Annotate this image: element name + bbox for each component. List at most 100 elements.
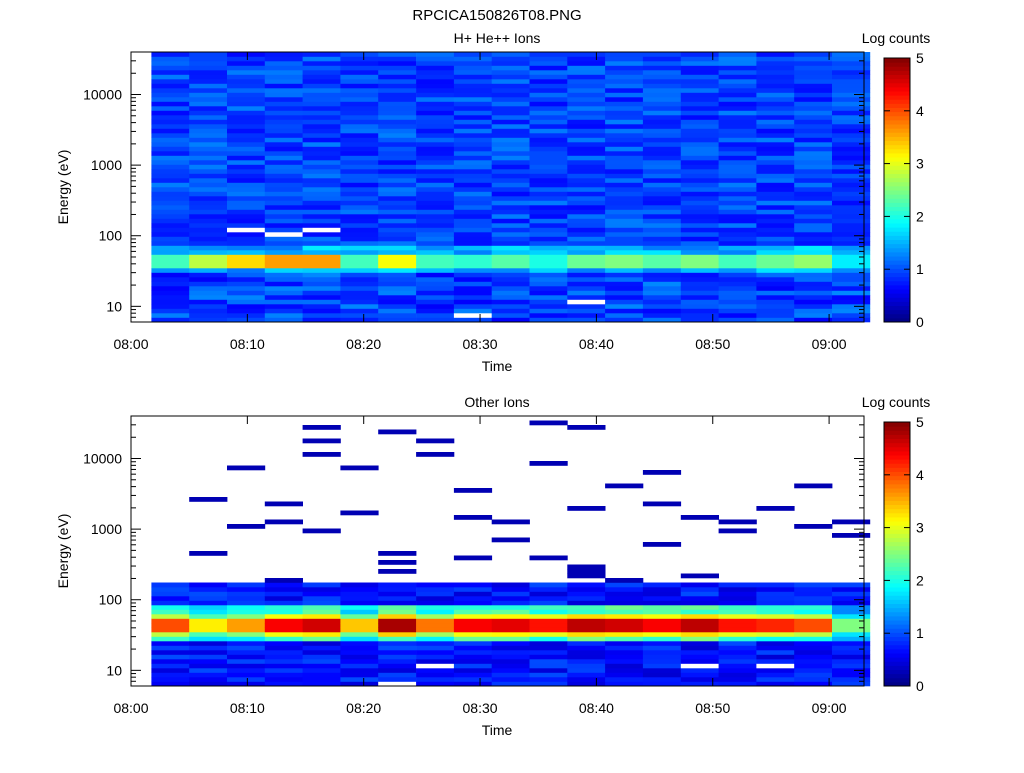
heatmap-cell — [151, 65, 190, 71]
heatmap-cell — [567, 623, 606, 628]
heatmap-cell — [302, 672, 341, 678]
heatmap-cell — [567, 164, 606, 170]
heatmap-cell — [416, 668, 455, 673]
heatmap-cell — [794, 88, 833, 93]
heatmap-cell — [378, 281, 417, 287]
heatmap-cell — [756, 668, 795, 673]
heatmap-cell — [227, 65, 266, 71]
heatmap-cell — [718, 263, 757, 269]
heatmap-cell — [756, 65, 795, 71]
heatmap-cell — [340, 236, 379, 242]
heatmap-cell — [302, 119, 341, 125]
heatmap-cell — [189, 214, 228, 219]
heatmap-cell — [794, 52, 833, 57]
heatmap-cell — [567, 191, 606, 197]
heatmap-cell — [529, 218, 568, 224]
heatmap-cell — [605, 632, 644, 637]
heatmap-cell — [378, 605, 417, 610]
figure-title: RPCICA150826T08.PNG — [412, 7, 581, 24]
heatmap-cell — [680, 286, 719, 291]
heatmap-cell — [529, 245, 568, 251]
heatmap-cell — [718, 151, 757, 156]
heatmap-cell — [718, 218, 757, 224]
heatmap-cell — [680, 609, 719, 615]
heatmap-cell — [529, 268, 568, 273]
heatmap-cell — [680, 299, 719, 305]
heatmap-cell — [794, 659, 833, 664]
heatmap-cell — [264, 92, 303, 98]
heatmap-cell — [264, 587, 303, 592]
colorbar-swatch — [884, 119, 910, 125]
heatmap-cell — [416, 587, 455, 592]
heatmap-cell — [794, 596, 833, 601]
heatmap-cell — [378, 317, 417, 323]
heatmap-cell — [794, 277, 833, 282]
heatmap-cell — [453, 137, 493, 143]
heatmap-cell — [832, 70, 871, 75]
heatmap-cell — [227, 110, 266, 116]
heatmap-cell — [756, 268, 795, 273]
heatmap-cell — [189, 632, 228, 637]
heatmap-cell — [832, 632, 871, 637]
heatmap-cell — [302, 452, 341, 457]
heatmap-cell — [151, 295, 190, 300]
heatmap-cell — [491, 259, 530, 264]
heatmap-cell — [264, 137, 303, 143]
heatmap-cell — [378, 596, 417, 601]
heatmap-cell — [529, 133, 568, 138]
heatmap-cell — [416, 672, 455, 678]
heatmap-cell — [567, 573, 606, 579]
heatmap-cell — [453, 106, 493, 111]
heatmap-cell — [302, 128, 341, 134]
heatmap-cell — [378, 236, 417, 242]
heatmap-cell — [529, 605, 568, 610]
heatmap-cell — [416, 641, 455, 646]
heatmap-cell — [529, 205, 568, 210]
colorbar-swatch — [884, 479, 910, 485]
colorbar-tick-label: 2 — [916, 572, 924, 588]
heatmap-cell — [151, 160, 190, 165]
heatmap-cell — [340, 83, 379, 89]
heatmap-cell — [378, 677, 417, 682]
heatmap-cell — [302, 245, 341, 251]
heatmap-cell — [340, 218, 379, 224]
heatmap-cell — [340, 200, 379, 206]
heatmap-cell — [378, 672, 417, 678]
heatmap-cell — [529, 263, 568, 269]
heatmap-cell — [718, 124, 757, 129]
heatmap-cell — [227, 286, 266, 291]
heatmap-cell — [605, 83, 644, 89]
heatmap-cell — [529, 196, 568, 201]
heatmap-cell — [529, 627, 568, 633]
heatmap-cell — [680, 124, 719, 129]
heatmap-cell — [832, 681, 871, 687]
colorbar-swatch — [884, 218, 910, 224]
heatmap-cell — [794, 119, 833, 125]
heatmap-cell — [416, 146, 455, 152]
heatmap-cell — [151, 268, 190, 273]
heatmap-cell — [491, 209, 530, 215]
heatmap-cell — [718, 591, 757, 597]
heatmap-cell — [567, 600, 606, 606]
heatmap-cell — [227, 119, 266, 125]
heatmap-cell — [151, 187, 190, 192]
colorbar-swatch — [884, 483, 910, 489]
heatmap-cell — [416, 97, 455, 102]
heatmap-cell — [680, 110, 719, 116]
heatmap-cell — [529, 618, 568, 624]
heatmap-cell — [453, 155, 493, 161]
heatmap-cell — [340, 600, 379, 606]
heatmap-cell — [718, 668, 757, 673]
heatmap-cell — [794, 223, 833, 228]
heatmap-cell — [264, 299, 303, 305]
heatmap-cell — [264, 128, 303, 134]
heatmap-cell — [227, 677, 266, 682]
heatmap-cell — [491, 155, 530, 161]
heatmap-cell — [642, 74, 682, 80]
heatmap-cell — [718, 196, 757, 201]
heatmap-cell — [680, 677, 719, 682]
heatmap-cell — [340, 627, 379, 633]
heatmap-cell — [832, 600, 871, 606]
heatmap-cell — [832, 277, 871, 282]
heatmap-cell — [453, 555, 493, 561]
